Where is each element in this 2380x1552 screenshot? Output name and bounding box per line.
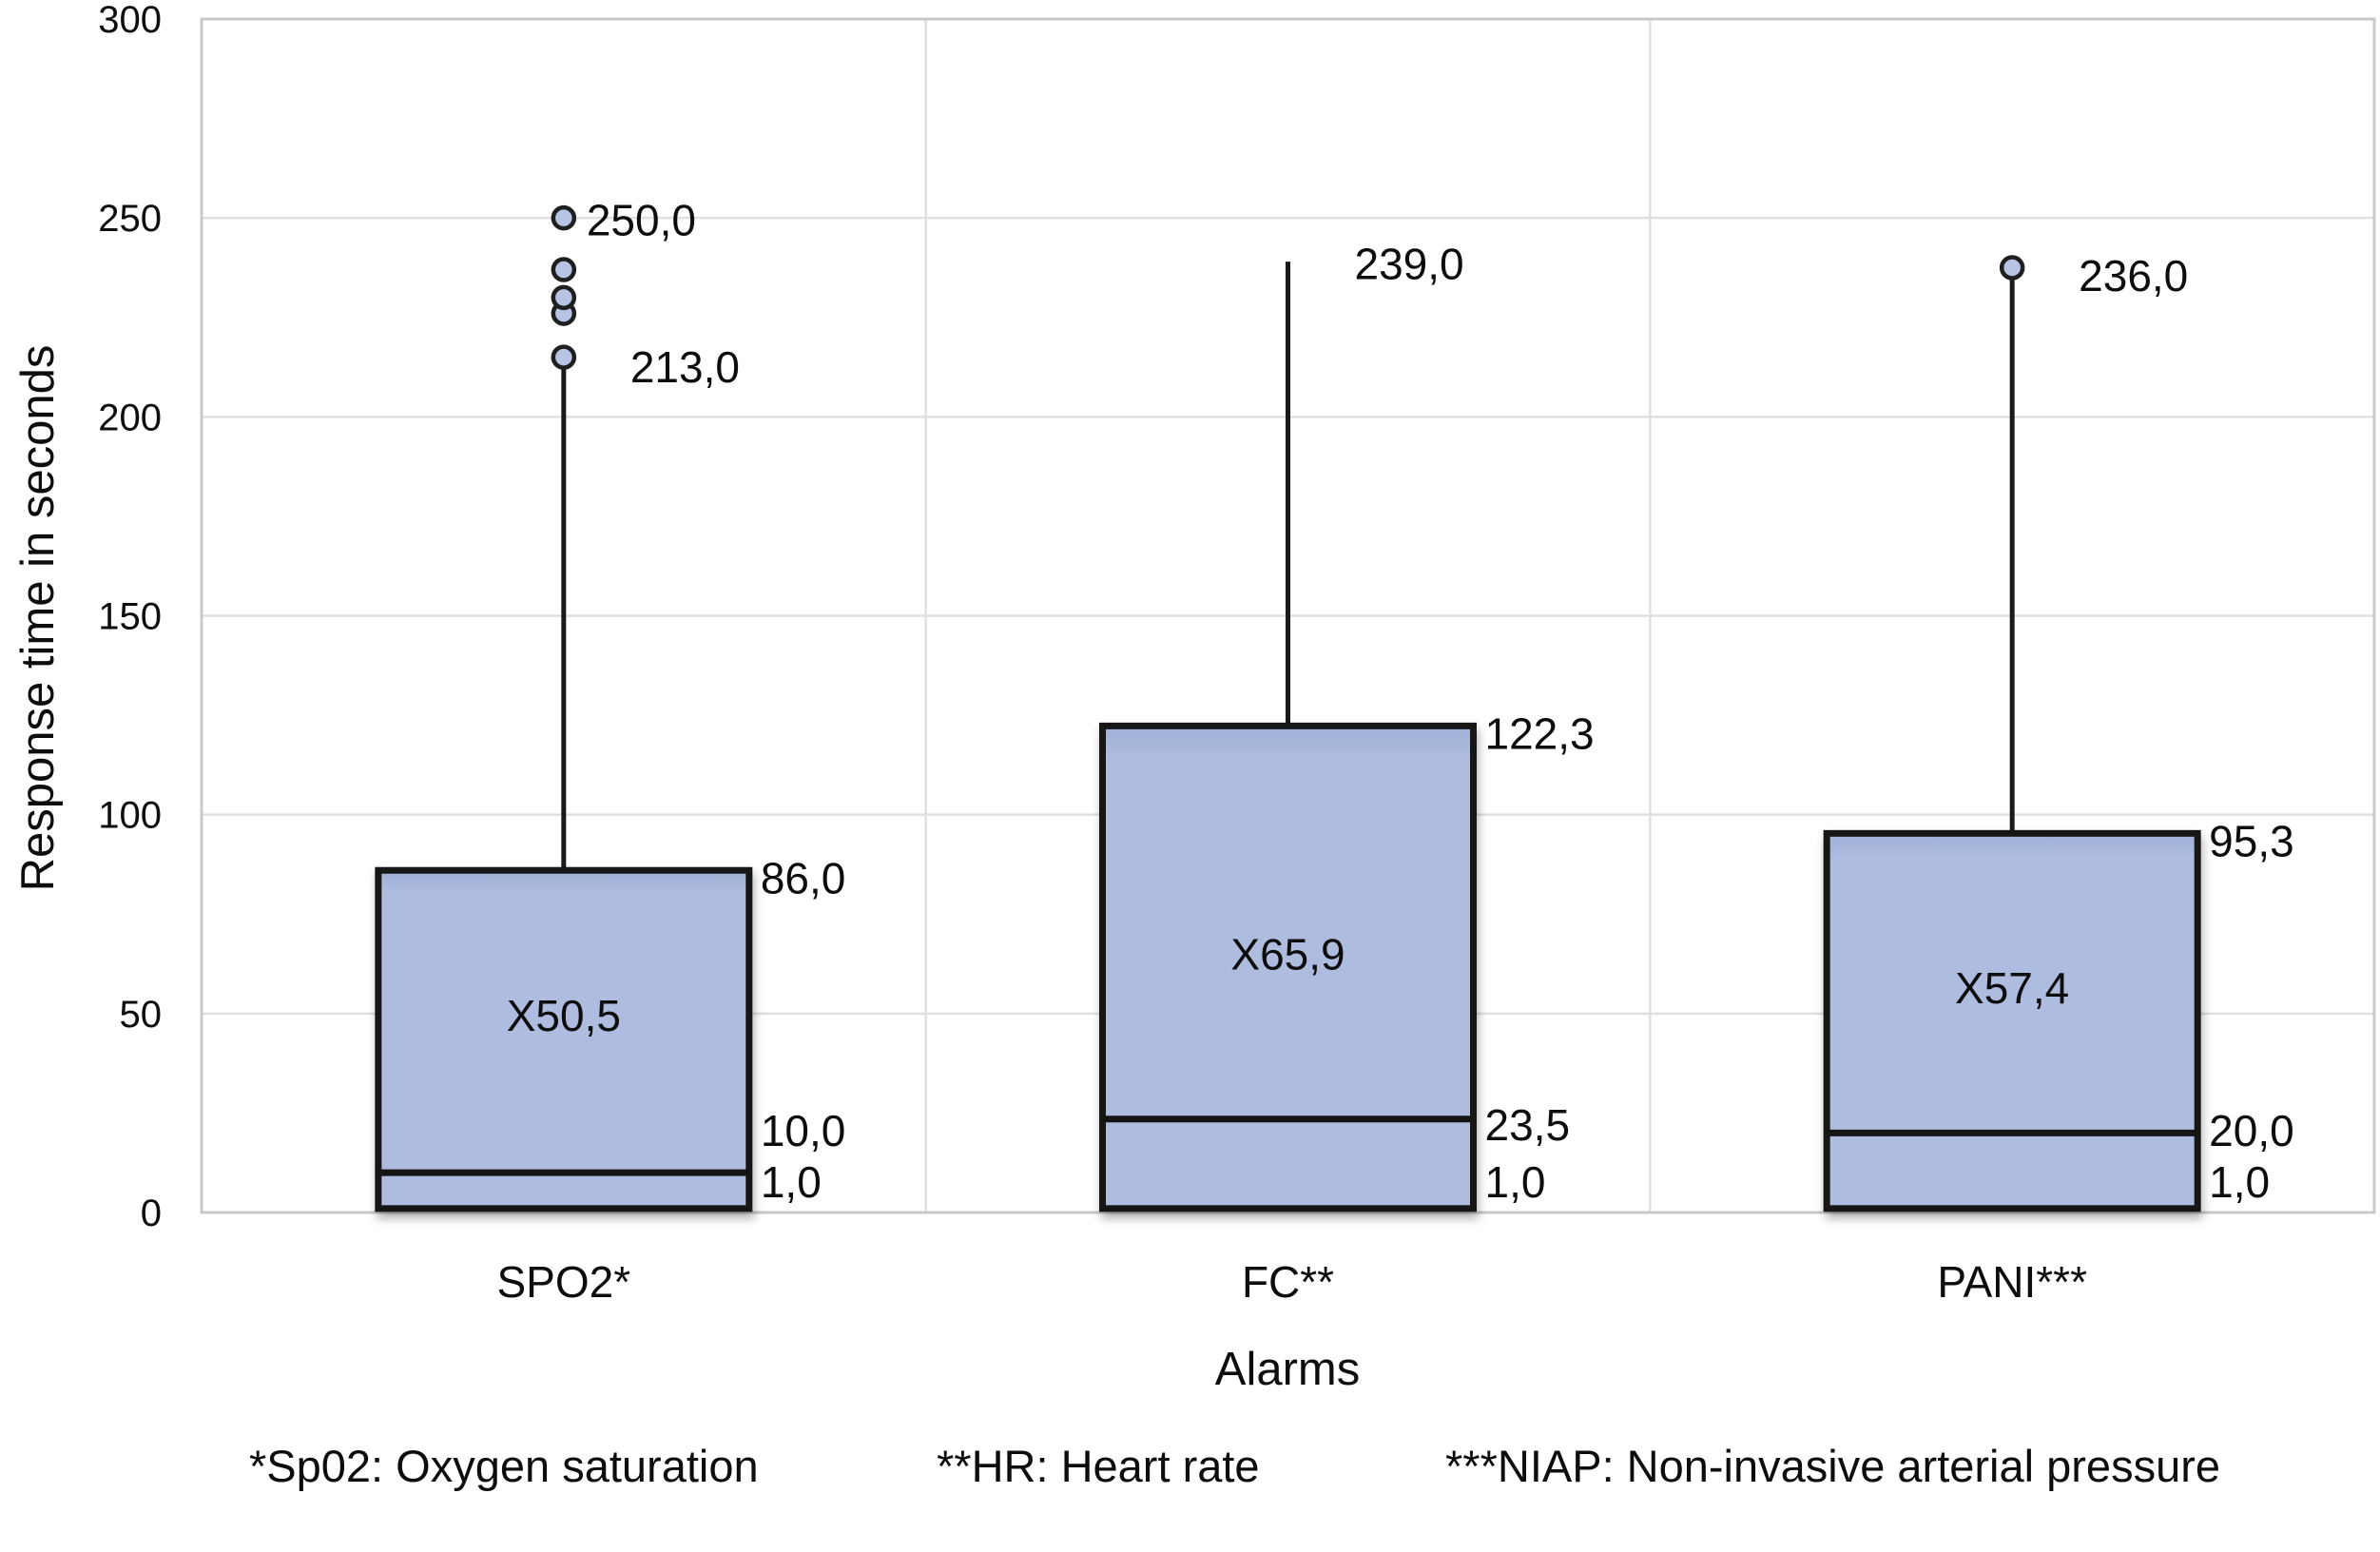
- outlier-dot: [551, 284, 577, 311]
- outlier-dot: [551, 344, 577, 370]
- whisker-high-label: 236,0: [2079, 251, 2188, 301]
- iqr-box: [1099, 722, 1477, 1212]
- plot-border: [200, 17, 2376, 1214]
- mean-label: X65,9: [1230, 929, 1345, 979]
- category-label: SPO2*: [497, 1257, 631, 1307]
- footnote-spo2: *Sp02: Oxygen saturation: [249, 1441, 759, 1491]
- box-group-SPO2: 86,0 10,01,0 213,0 250,0 X50,5: [375, 195, 846, 1212]
- outlier-dot: [551, 204, 577, 231]
- median-label: 23,5: [1485, 1100, 1571, 1150]
- footnote-niap: ***NIAP: Non-invasive arterial pressure: [1445, 1441, 2220, 1491]
- q1-label: 1,0: [1485, 1157, 1546, 1207]
- q3-label: 95,3: [2209, 816, 2294, 865]
- q1-label: 1,0: [2209, 1157, 2270, 1207]
- mean-label: X50,5: [507, 991, 621, 1040]
- y-tick-label: 100: [98, 795, 162, 837]
- q1-label: 1,0: [761, 1157, 822, 1207]
- iqr-box: [375, 866, 753, 1212]
- category-label: FC**: [1242, 1257, 1334, 1307]
- outlier-dot: [1999, 255, 2025, 281]
- q3-label: 86,0: [761, 853, 846, 902]
- mean-label: X57,4: [1955, 963, 2069, 1013]
- x-axis-title: Alarms: [1214, 1344, 1361, 1395]
- outlier-dot: [551, 257, 577, 282]
- y-tick-label: 50: [120, 994, 163, 1036]
- median-label: 10,0: [761, 1106, 846, 1155]
- whisker-high-label: 213,0: [630, 342, 740, 392]
- y-tick-label: 150: [98, 596, 162, 638]
- box-group-PANI: 95,3 20,01,0 236,0 X57,4: [1823, 251, 2294, 1212]
- whisker-high-label: 239,0: [1355, 239, 1464, 288]
- y-tick-label: 200: [98, 397, 162, 438]
- y-tick-label: 0: [141, 1193, 162, 1234]
- median-label: 20,0: [2209, 1106, 2294, 1155]
- iqr-box: [1823, 829, 2201, 1212]
- q3-label: 122,3: [1485, 708, 1595, 758]
- footnote-hr: **HR: Heart rate: [937, 1441, 1260, 1491]
- y-tick-label: 250: [98, 198, 162, 240]
- outlier-max-label: 250,0: [587, 195, 696, 244]
- box-group-FC: 122,3 23,5 1,0 239,0 X65,9: [1099, 239, 1595, 1212]
- footnote-row: *Sp02: Oxygen saturation **HR: Heart rat…: [0, 1444, 2380, 1501]
- y-tick-label: 300: [98, 0, 162, 41]
- y-tick-labels: 0 50 100 150 200 250 300: [98, 0, 162, 1234]
- category-label: PANI***: [1937, 1257, 2087, 1307]
- y-axis-title: Response time in seconds: [12, 344, 64, 892]
